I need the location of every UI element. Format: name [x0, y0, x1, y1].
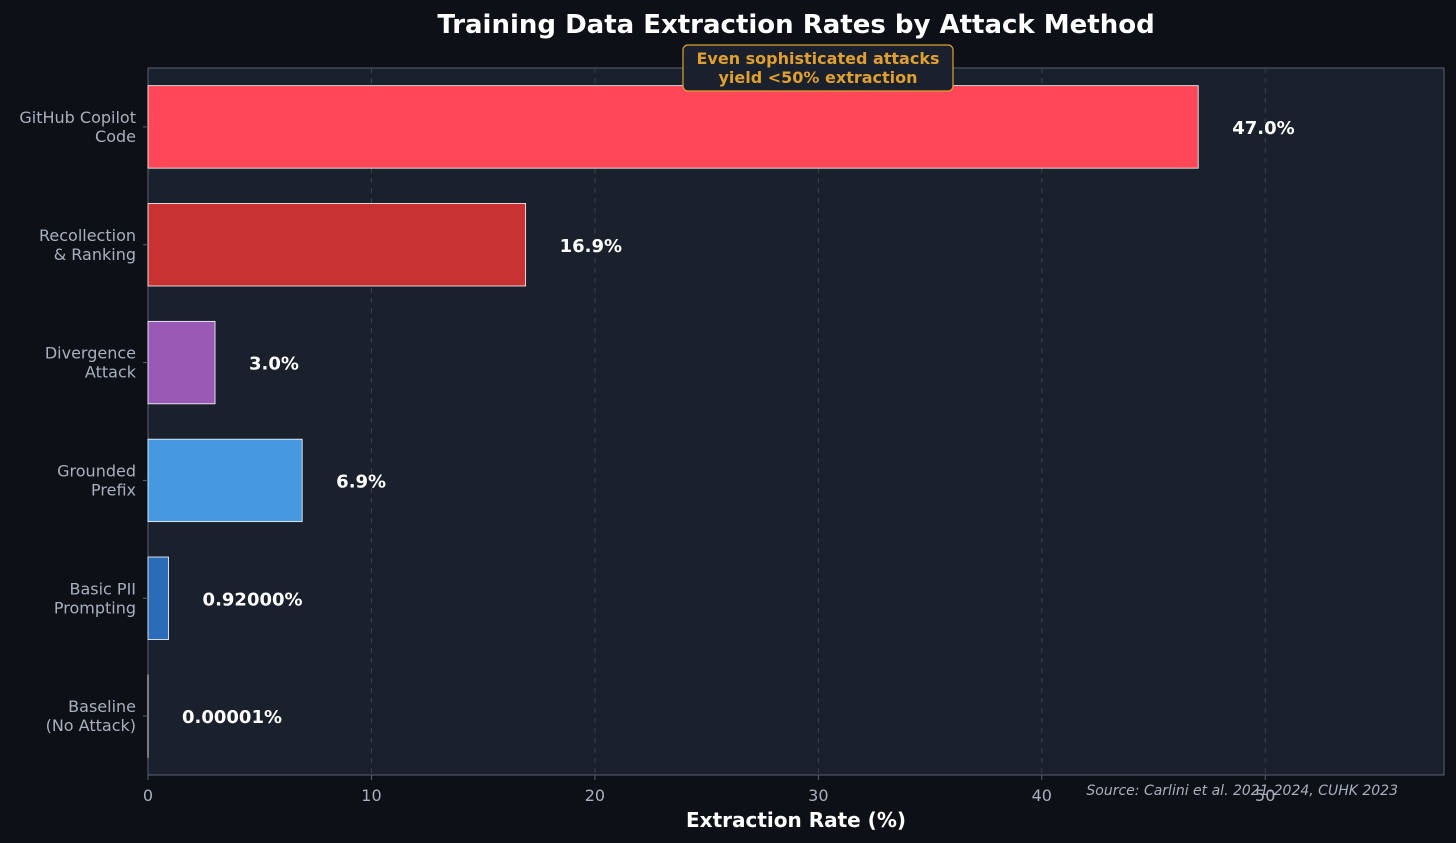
category-label: Grounded Prefix	[57, 461, 136, 499]
source-note: Source: Carlini et al. 2021-2024, CUHK 2…	[1086, 783, 1398, 799]
bar	[147, 203, 527, 287]
value-label: 16.9%	[560, 236, 622, 257]
x-axis-title: Extraction Rate (%)	[686, 808, 906, 832]
value-label: 0.92000%	[203, 589, 303, 610]
bar	[147, 320, 216, 405]
x-tick-label: 30	[808, 786, 828, 805]
value-label: 3.0%	[249, 354, 299, 375]
annotation-text: Even sophisticated attacks yield <50% ext…	[696, 49, 939, 87]
value-label: 6.9%	[336, 471, 386, 492]
category-label: GitHub Copilot Code	[19, 108, 136, 146]
category-label: Divergence Attack	[45, 344, 137, 382]
x-tick-label: 50	[1255, 786, 1275, 805]
annotation-box	[682, 44, 954, 92]
bar	[147, 85, 1199, 169]
value-label: 0.00001%	[182, 707, 282, 728]
category-label: Recollection & Ranking	[39, 226, 136, 264]
x-tick-label: 40	[1032, 786, 1052, 805]
x-tick-label: 20	[585, 786, 605, 805]
category-label: Baseline (No Attack)	[46, 697, 136, 735]
value-label: 47.0%	[1232, 118, 1294, 139]
x-tick-label: 10	[361, 786, 381, 805]
bar	[147, 556, 169, 640]
category-label: Basic PII Prompting	[54, 579, 136, 617]
chart-title: Training Data Extraction Rates by Attack…	[437, 10, 1154, 40]
bar	[147, 438, 303, 523]
plot-area	[147, 67, 1445, 776]
x-tick-label: 0	[143, 786, 153, 805]
